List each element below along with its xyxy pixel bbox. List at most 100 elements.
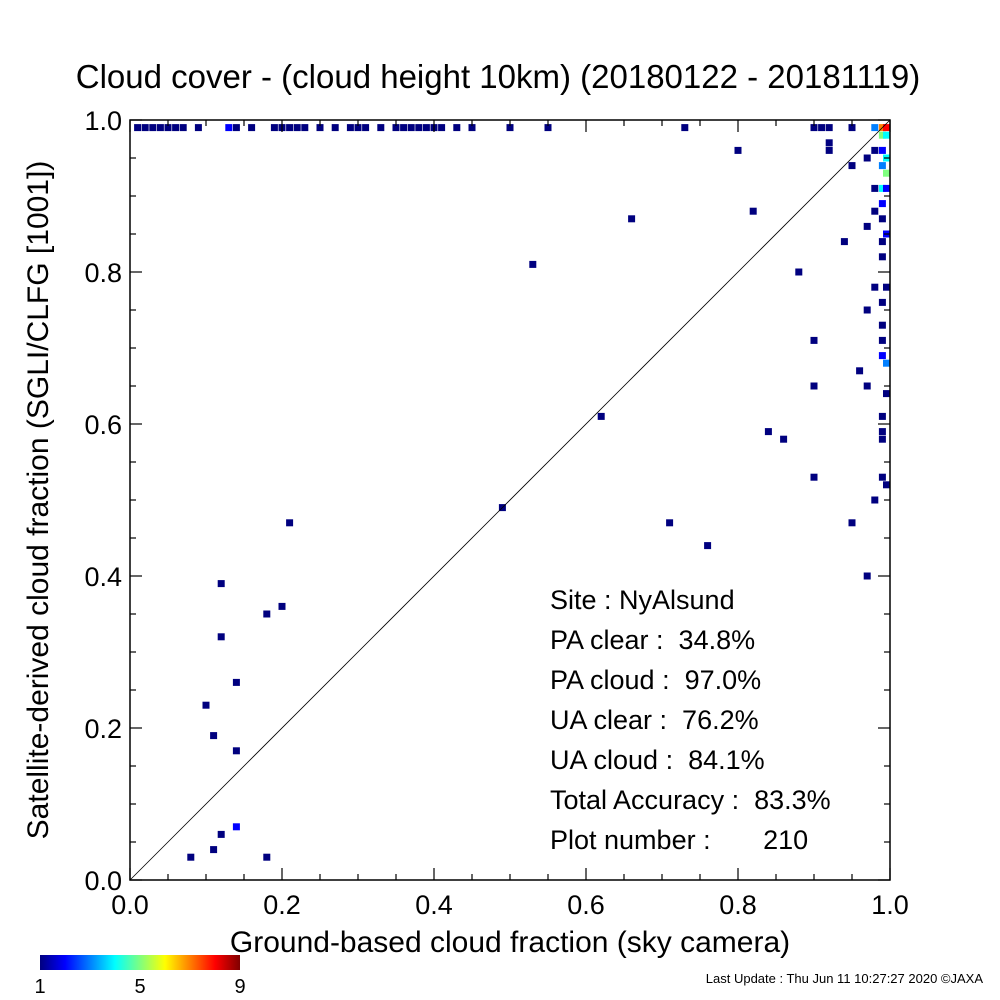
data-point: [883, 359, 890, 367]
colorbar-mid-label: 5: [134, 976, 145, 998]
one-to-one-line: [129, 119, 891, 881]
ticks-layer: 0.0 0.2 0.4 0.6 0.8 1.0 0.0 0.2 0.4 0.6 0.8 1.0: [84, 106, 908, 920]
data-point: [232, 747, 240, 755]
data-point: [187, 853, 195, 861]
stat-line: PA cloud : 97.0%: [550, 665, 761, 695]
x-axis-label: Ground-based cloud fraction (sky camera): [230, 926, 790, 959]
data-point: [377, 124, 385, 132]
data-point: [407, 124, 415, 132]
y-tick-label: 0.6: [84, 410, 122, 440]
data-point: [286, 124, 294, 132]
y-axis-label: Satellite-derived cloud fraction (SGLI/C…: [22, 161, 55, 840]
data-point: [681, 124, 689, 132]
chart-title: Cloud cover - (cloud height 10km) (20180…: [76, 58, 920, 95]
y-tick-label: 0.4: [84, 562, 122, 592]
data-point: [270, 124, 278, 132]
data-point: [232, 678, 240, 686]
stat-line: UA clear : 76.2%: [550, 705, 759, 735]
data-point: [871, 184, 879, 192]
data-point: [164, 124, 172, 132]
data-point: [506, 124, 514, 132]
data-point: [825, 146, 833, 154]
data-point: [293, 124, 301, 132]
data-point: [878, 473, 886, 481]
data-point: [878, 238, 886, 246]
data-point: [202, 701, 210, 709]
data-point: [217, 633, 225, 641]
stat-line: Site : NyAlsund: [550, 585, 735, 615]
data-point: [871, 146, 879, 154]
data-point: [263, 610, 271, 618]
data-point: [883, 390, 890, 398]
data-point: [848, 519, 856, 527]
data-point: [825, 139, 833, 147]
data-point: [301, 124, 309, 132]
data-point: [597, 412, 605, 420]
data-point: [316, 124, 324, 132]
data-point: [863, 222, 871, 230]
data-point: [795, 268, 803, 276]
data-point: [278, 602, 286, 610]
data-point: [878, 428, 886, 436]
data-point: [863, 382, 871, 390]
data-point: [818, 124, 826, 132]
data-point: [883, 481, 890, 489]
data-point: [156, 124, 164, 132]
data-point: [883, 283, 890, 291]
data-point: [871, 496, 879, 504]
data-point: [704, 542, 712, 550]
data-point: [878, 298, 886, 306]
data-point: [400, 124, 408, 132]
data-point: [666, 519, 674, 527]
data-point: [225, 124, 233, 132]
data-point: [825, 124, 833, 132]
x-tick-label: 0.4: [415, 890, 453, 920]
data-point: [878, 215, 886, 223]
data-point: [749, 207, 757, 215]
data-point: [628, 215, 636, 223]
data-point: [863, 572, 871, 580]
data-point: [840, 238, 848, 246]
data-point: [544, 124, 552, 132]
stat-line: Plot number : 210: [550, 825, 808, 855]
data-point: [810, 382, 818, 390]
data-point: [871, 207, 879, 215]
data-point: [780, 435, 788, 443]
data-point: [878, 336, 886, 344]
x-tick-label: 0.2: [263, 890, 301, 920]
data-point: [883, 124, 890, 132]
y-tick-label: 1.0: [84, 106, 122, 136]
data-point: [210, 846, 218, 854]
data-point: [415, 124, 423, 132]
data-point: [529, 260, 537, 268]
data-point: [210, 732, 218, 740]
data-point: [453, 124, 461, 132]
stat-line: Total Accuracy : 83.3%: [550, 785, 831, 815]
points-layer: [134, 124, 890, 861]
data-point: [217, 580, 225, 588]
data-point: [878, 184, 886, 192]
data-point: [392, 124, 400, 132]
data-point: [217, 830, 225, 838]
x-tick-label: 1.0: [871, 890, 909, 920]
data-point: [141, 124, 149, 132]
data-point: [263, 853, 271, 861]
data-point: [346, 124, 354, 132]
data-point: [422, 124, 430, 132]
y-tick-label: 0.8: [84, 258, 122, 288]
data-point: [810, 473, 818, 481]
data-point: [438, 124, 446, 132]
x-tick-label: 0.6: [567, 890, 605, 920]
data-point: [871, 124, 879, 132]
data-point: [734, 146, 742, 154]
data-point: [232, 124, 240, 132]
colorbar-min-label: 1: [34, 976, 45, 998]
data-point: [878, 435, 886, 443]
data-point: [286, 519, 294, 527]
data-point: [232, 823, 240, 831]
data-point: [878, 352, 886, 360]
data-point: [134, 124, 142, 132]
data-point: [354, 124, 362, 132]
data-point: [810, 124, 818, 132]
